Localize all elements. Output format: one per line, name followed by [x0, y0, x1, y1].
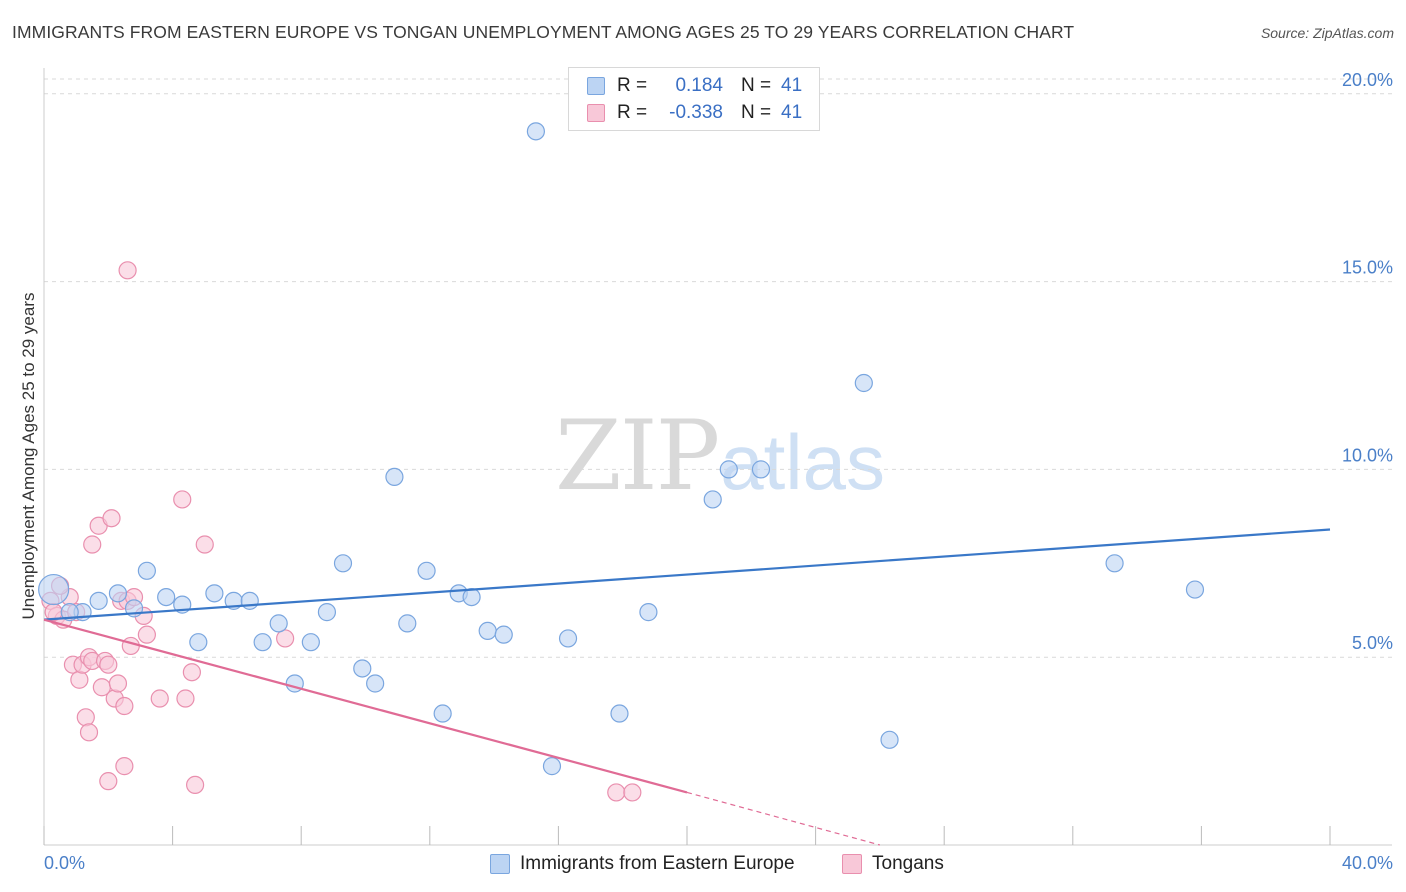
tongans-point — [276, 629, 295, 648]
eastern-europe-point — [157, 587, 176, 607]
eastern-europe-point — [353, 659, 372, 678]
grid-lines — [44, 78, 1392, 658]
eastern-europe-point — [751, 460, 771, 479]
legend-r-value: 0.184 — [675, 75, 723, 96]
eastern-europe-point — [610, 704, 629, 723]
eastern-europe-point — [526, 122, 545, 141]
eastern-europe-point — [205, 584, 224, 603]
legend-r-label: R = — [617, 102, 648, 123]
watermark-atlas: atlas — [720, 418, 885, 506]
eastern-europe-trend-line — [43, 528, 1331, 621]
y-axis-label: Unemployment Among Ages 25 to 29 years — [19, 293, 38, 620]
tongans-point — [195, 535, 214, 554]
eastern-europe-point — [385, 467, 404, 487]
tongans-point — [115, 696, 134, 716]
eastern-europe-point — [89, 591, 108, 610]
eastern-europe-point — [60, 603, 79, 622]
eastern-europe-point — [478, 621, 497, 641]
eastern-europe-point — [558, 629, 578, 648]
tongans-point — [150, 689, 169, 708]
eastern-europe-points — [38, 122, 1205, 776]
eastern-europe-point — [317, 603, 337, 622]
legend-r-value: -0.338 — [669, 102, 723, 123]
eastern-europe-point — [542, 757, 562, 776]
tongans-point — [108, 674, 128, 693]
legend-n-value: 41 — [781, 102, 803, 123]
trend-lines — [43, 528, 1331, 846]
eastern-europe-point — [269, 614, 288, 633]
eastern-europe-point — [108, 584, 128, 603]
eastern-europe-point — [1105, 554, 1124, 573]
legend-row-eastern-europe: R = 0.184 N = 41 — [587, 73, 802, 99]
x-tick-label: 0.0% — [44, 853, 85, 873]
y-tick-label: 5.0% — [1352, 633, 1393, 653]
y-tick-label: 20.0% — [1342, 70, 1393, 90]
eastern-europe-point — [639, 603, 658, 622]
bottom-legend-swatch-pink — [842, 854, 862, 874]
tongans-point — [182, 663, 201, 682]
tongans-point — [102, 509, 121, 528]
tongans-trend-extension — [686, 791, 881, 846]
y-tick-label: 15.0% — [1342, 258, 1393, 278]
eastern-europe-point — [253, 633, 272, 652]
tongans-point — [99, 772, 118, 791]
eastern-europe-point — [301, 633, 320, 652]
tongans-point — [173, 490, 192, 509]
legend-n-value: 41 — [781, 75, 803, 96]
tongans-point — [121, 636, 140, 656]
watermark-zip: ZIP — [555, 400, 720, 512]
eastern-europe-point — [333, 554, 353, 573]
y-tick-labels: 5.0% 10.0% 15.0% 20.0% — [1342, 70, 1393, 653]
bottom-legend-eastern-europe: Immigrants from Eastern Europe — [490, 852, 795, 876]
tongans-points — [41, 261, 642, 802]
tongans-point — [76, 708, 95, 727]
eastern-europe-point — [398, 614, 417, 633]
eastern-europe-point — [433, 704, 452, 723]
tongans-point — [79, 723, 99, 742]
tongans-point — [186, 775, 205, 795]
x-tick-labels: 0.0% 40.0% — [44, 853, 1393, 873]
chart-title: IMMIGRANTS FROM EASTERN EUROPE VS TONGAN… — [12, 22, 1075, 42]
tongans-point — [176, 689, 195, 708]
axes — [43, 68, 1392, 846]
eastern-europe-point — [189, 633, 208, 652]
eastern-europe-point — [38, 573, 70, 606]
legend-r-label: R = — [617, 75, 648, 96]
bottom-legend-label: Tongans — [872, 853, 944, 874]
eastern-europe-point — [240, 591, 259, 610]
tongans-point — [623, 783, 642, 802]
tongans-trend-line — [43, 618, 688, 794]
eastern-europe-point — [417, 561, 436, 580]
tongans-point — [137, 625, 156, 644]
eastern-europe-point — [854, 373, 873, 393]
eastern-europe-point — [494, 625, 513, 644]
tongans-point — [118, 261, 137, 280]
bottom-legend-swatch-blue — [490, 854, 510, 874]
eastern-europe-point — [703, 490, 722, 509]
legend-n-label: N = — [741, 75, 772, 96]
tongans-point — [115, 757, 134, 776]
eastern-europe-point — [719, 460, 738, 479]
source-label: Source: ZipAtlas.com — [1260, 25, 1394, 41]
y-tick-label: 10.0% — [1342, 445, 1393, 465]
legend-n-label: N = — [741, 102, 772, 123]
legend-swatch-pink — [587, 104, 605, 122]
tongans-point — [607, 783, 626, 802]
x-tick-label: 40.0% — [1342, 853, 1393, 873]
stats-legend: R = 0.184 N = 41 R = -0.338 N = 41 — [568, 67, 820, 131]
eastern-europe-point — [1185, 580, 1205, 599]
legend-swatch-blue — [587, 77, 605, 95]
bottom-legend-tongans: Tongans — [842, 852, 944, 876]
tongans-point — [70, 670, 89, 689]
tongans-point — [99, 655, 118, 674]
bottom-legend-label: Immigrants from Eastern Europe — [520, 853, 795, 874]
eastern-europe-point — [366, 674, 385, 693]
eastern-europe-point — [880, 730, 899, 749]
eastern-europe-point — [137, 561, 156, 580]
watermark: ZIPatlas — [555, 400, 885, 512]
tongans-point — [83, 535, 102, 554]
legend-row-tongans: R = -0.338 N = 41 — [587, 100, 802, 126]
